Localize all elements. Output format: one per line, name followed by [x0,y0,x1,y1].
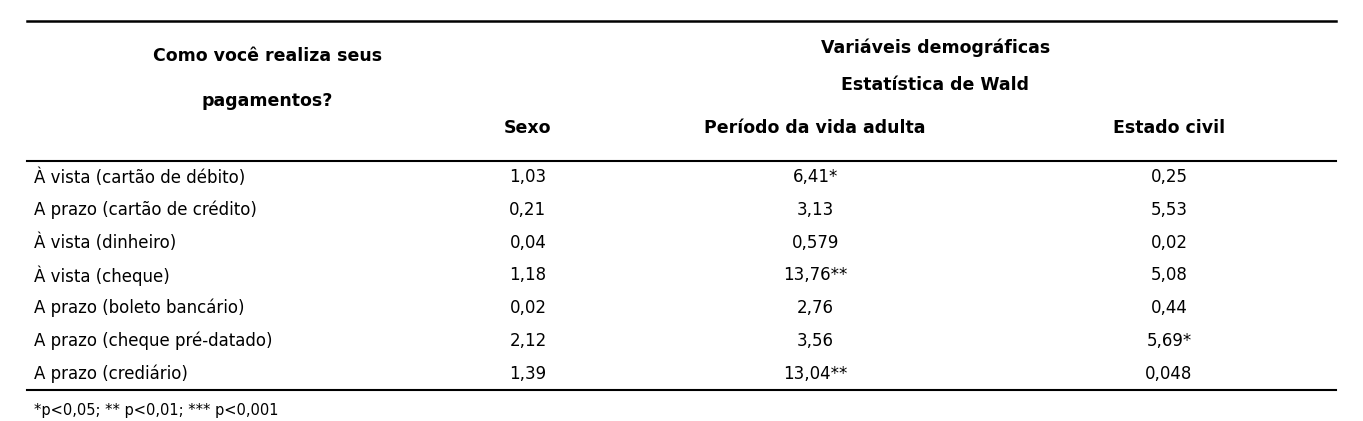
Text: Sexo: Sexo [504,119,552,137]
Text: 0,25: 0,25 [1150,168,1187,187]
Text: 3,56: 3,56 [796,332,834,350]
Text: 2,76: 2,76 [796,299,834,317]
Text: 13,04**: 13,04** [782,365,848,383]
Text: Estatística de Wald: Estatística de Wald [841,76,1029,93]
Text: Como você realiza seus: Como você realiza seus [153,47,382,65]
Text: 1,39: 1,39 [510,365,547,383]
Text: 1,03: 1,03 [510,168,547,187]
Text: Variáveis demográficas: Variáveis demográficas [821,38,1050,57]
Text: A prazo (cheque pré-datado): A prazo (cheque pré-datado) [34,332,273,350]
Text: 6,41*: 6,41* [792,168,838,187]
Text: Período da vida adulta: Período da vida adulta [705,119,925,137]
Text: 0,21: 0,21 [510,201,547,219]
Text: À vista (dinheiro): À vista (dinheiro) [34,234,176,252]
Text: 0,44: 0,44 [1150,299,1187,317]
Text: À vista (cartão de débito): À vista (cartão de débito) [34,168,245,187]
Text: A prazo (crediário): A prazo (crediário) [34,364,188,383]
Text: 5,69*: 5,69* [1146,332,1191,350]
Text: 0,02: 0,02 [1150,234,1187,252]
Text: 0,579: 0,579 [792,234,838,252]
Text: 0,048: 0,048 [1145,365,1193,383]
Text: 13,76**: 13,76** [782,266,848,285]
Text: À vista (cheque): À vista (cheque) [34,265,169,286]
Text: 1,18: 1,18 [510,266,547,285]
Text: 2,12: 2,12 [510,332,547,350]
Text: 0,02: 0,02 [510,299,547,317]
Text: A prazo (cartão de crédito): A prazo (cartão de crédito) [34,201,256,219]
Text: 5,53: 5,53 [1150,201,1187,219]
Text: 5,08: 5,08 [1150,266,1187,285]
Text: 0,04: 0,04 [510,234,547,252]
Text: 3,13: 3,13 [796,201,834,219]
Text: Estado civil: Estado civil [1114,119,1225,137]
Text: pagamentos?: pagamentos? [202,92,333,110]
Text: A prazo (boleto bancário): A prazo (boleto bancário) [34,299,244,317]
Text: *p<0,05; ** p<0,01; *** p<0,001: *p<0,05; ** p<0,01; *** p<0,001 [34,403,278,418]
